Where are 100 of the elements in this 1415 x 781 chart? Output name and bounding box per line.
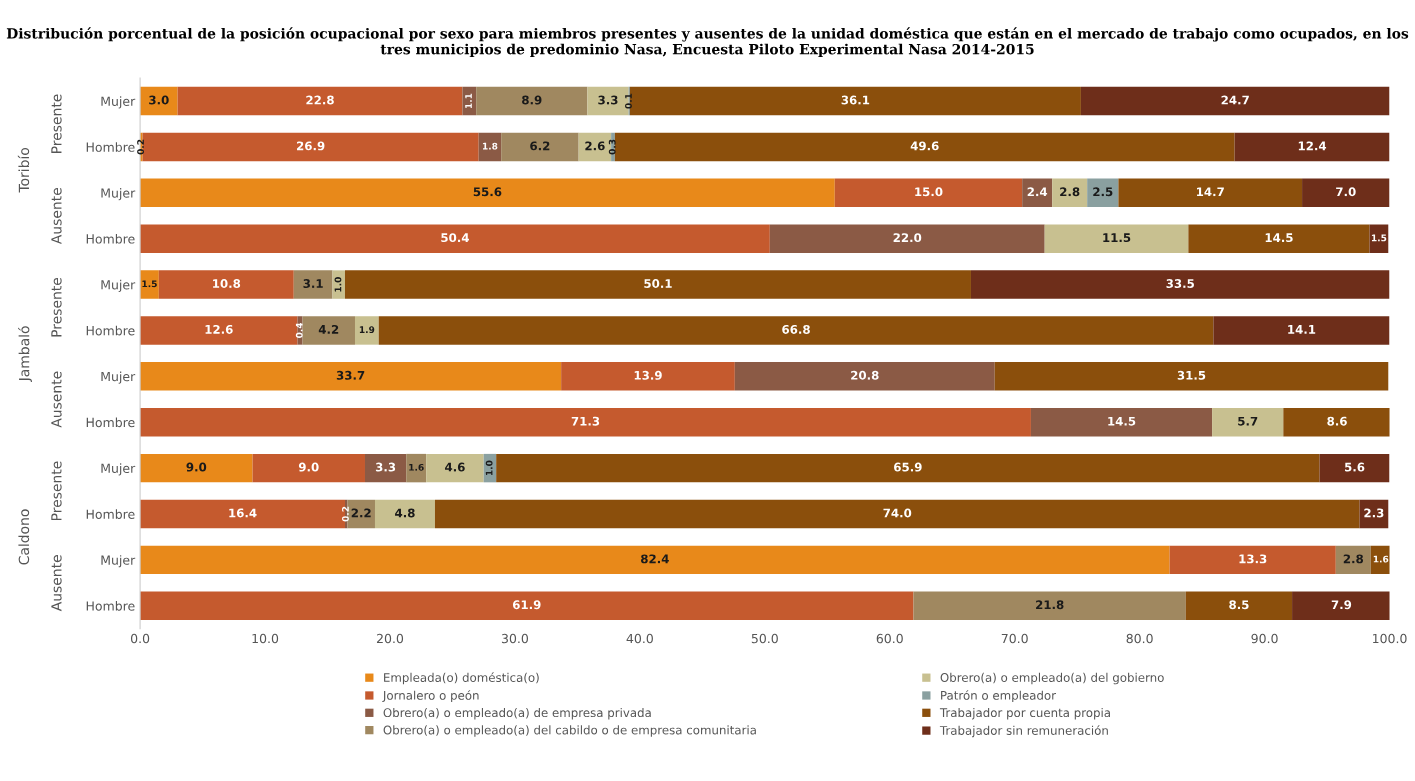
bar	[140, 270, 159, 299]
data-label: 1.0	[334, 277, 342, 292]
bar	[142, 132, 479, 162]
bar	[501, 132, 579, 162]
y-tick-label: Hombre	[86, 417, 135, 428]
data-label: 2.2	[351, 508, 371, 518]
data-label: 2.8	[1060, 187, 1080, 197]
y-tick-label: Hombre	[86, 325, 135, 336]
data-label: 20.8	[851, 370, 879, 380]
legend-label: Trabajador por cuenta propia	[939, 707, 1110, 720]
bar	[332, 270, 345, 299]
y-tick-label: Mujer	[101, 279, 136, 292]
y-tick-label: Hombre	[86, 509, 135, 519]
data-label: 2.8	[1343, 554, 1364, 564]
data-label: 21.8	[1036, 600, 1064, 610]
text: Presente	[51, 94, 62, 153]
y-tick-label: Hombre	[86, 233, 135, 244]
bar	[434, 499, 1360, 529]
bar	[1022, 178, 1053, 208]
data-label: 14.5	[1108, 416, 1136, 426]
data-label: 61.9	[512, 600, 541, 610]
data-label: 74.0	[883, 508, 912, 518]
x-tick-label: 0.0	[130, 633, 150, 644]
legend-label: Obrero(a) o empleado(a) del cabildo o de empresa comunitaria	[383, 725, 756, 737]
bar	[994, 362, 1389, 391]
x-tick-label: 10.0	[252, 633, 279, 644]
bar	[347, 499, 375, 529]
data-label: 49.6	[910, 141, 939, 151]
data-label: 12.4	[1298, 141, 1327, 151]
data-label: 7.9	[1331, 600, 1352, 610]
data-label: 15.0	[915, 187, 943, 197]
data-label: 8.6	[1327, 416, 1347, 426]
data-label: 0.2	[137, 139, 144, 155]
bar	[1118, 178, 1303, 208]
bar	[1234, 132, 1390, 162]
data-label: 4.8	[395, 508, 415, 518]
bar	[140, 362, 562, 391]
bar	[478, 132, 502, 162]
data-label: 0.1	[625, 93, 632, 109]
text: Presente	[51, 277, 62, 337]
data-label: 13.9	[634, 370, 662, 380]
bar	[364, 453, 407, 483]
data-label: 26.9	[297, 141, 325, 151]
data-label: 3.3	[598, 95, 618, 105]
bar	[406, 453, 427, 483]
data-label: 3.3	[375, 462, 396, 472]
data-label: 0.2	[342, 506, 349, 522]
bar	[462, 86, 477, 116]
bar	[140, 591, 914, 620]
x-tick-label: 70.0	[1001, 633, 1028, 644]
data-label: 55.6	[473, 187, 502, 197]
bar	[913, 591, 1186, 620]
data-label: 4.2	[318, 324, 339, 334]
data-label: 36.1	[841, 95, 870, 105]
y-tick-label: Mujer	[101, 555, 136, 568]
data-label: 82.4	[641, 554, 669, 564]
data-label: 14.5	[1265, 233, 1293, 243]
data-label: 2.3	[1364, 508, 1384, 518]
text: Caldono	[18, 509, 30, 565]
legend-label: Obrero(a) o empleado(a) del gobierno	[940, 672, 1164, 685]
data-label: 13.3	[1239, 554, 1267, 564]
y-tick-label: Hombre	[86, 601, 135, 611]
data-label: 50.4	[441, 233, 469, 243]
bar	[354, 316, 379, 345]
bar	[1030, 408, 1213, 437]
bar	[1052, 178, 1088, 208]
x-tick-label: 90.0	[1251, 633, 1278, 644]
bar	[426, 453, 484, 483]
data-label: 1.5	[1371, 234, 1387, 242]
data-label: 66.8	[782, 324, 810, 334]
data-label: 31.5	[1177, 370, 1206, 380]
bar	[140, 453, 253, 483]
legend-label: Trabajador sin remuneración	[939, 725, 1108, 738]
bar	[177, 86, 463, 116]
data-label: 4.6	[445, 462, 465, 472]
legend-label: Empleada(o) doméstica(o)	[384, 672, 539, 685]
x-tick-label: 20.0	[376, 633, 404, 644]
data-label: 0.3	[608, 139, 616, 155]
data-label: 16.4	[229, 508, 257, 518]
bar	[834, 178, 1023, 208]
bar	[1169, 545, 1336, 575]
bar	[1302, 178, 1390, 208]
data-label: 9.0	[298, 462, 319, 472]
bar	[1319, 453, 1390, 483]
data-label: 14.7	[1197, 187, 1224, 197]
data-label: 3.1	[303, 279, 323, 288]
data-label: 1.1	[465, 93, 472, 109]
y-tick-label: Mujer	[101, 96, 136, 109]
data-label: 1.8	[482, 142, 498, 150]
data-label: 12.6	[205, 324, 233, 334]
bar	[734, 362, 995, 391]
text: Presente	[51, 461, 62, 521]
bar	[140, 408, 1031, 437]
chart-title: Distribución porcentual de la posición ocupacional por sexo para miembros presentes y ausentes de la unidad doméstica que están en el mercado de trabajo como ocupados, en los tres municipios de predominio Nasa, Encuesta Piloto Experimental Nasa 2014-2015	[6, 27, 1409, 58]
data-label: 11.5	[1103, 233, 1131, 243]
text: Jambaló	[18, 326, 32, 383]
data-label: 33.7	[336, 370, 365, 380]
bar	[374, 499, 435, 529]
bar	[140, 316, 298, 345]
text: Ausente	[51, 555, 62, 612]
